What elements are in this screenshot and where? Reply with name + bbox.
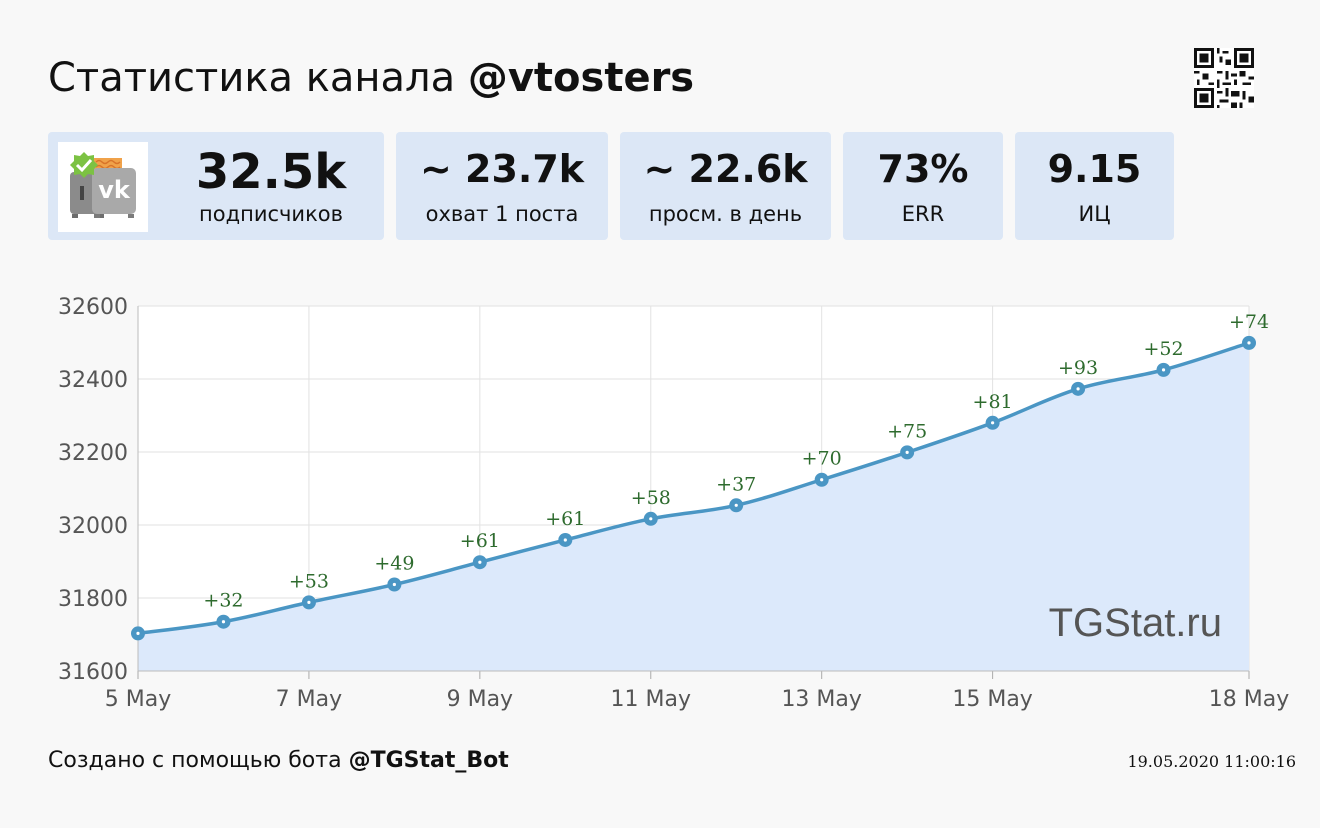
views-label: просм. в день bbox=[648, 202, 803, 226]
data-point-center bbox=[1161, 368, 1166, 372]
data-point-center bbox=[649, 517, 653, 521]
data-label: +93 bbox=[1058, 357, 1098, 379]
x-tick-label: 13 May bbox=[781, 687, 861, 712]
y-tick-label: 32600 bbox=[58, 295, 128, 320]
page-title: Статистика канала @vtosters bbox=[48, 52, 694, 104]
data-label: +52 bbox=[1143, 338, 1183, 360]
data-point-center bbox=[820, 478, 824, 482]
data-point-center bbox=[1247, 341, 1251, 345]
stat-card-reach: ~ 23.7k охват 1 поста bbox=[396, 132, 608, 240]
x-tick-label: 18 May bbox=[1209, 687, 1289, 712]
data-point-center bbox=[478, 560, 482, 564]
data-label: +81 bbox=[973, 391, 1013, 413]
data-point-center bbox=[734, 503, 738, 507]
data-point-center bbox=[905, 450, 909, 454]
y-tick-label: 32400 bbox=[58, 368, 128, 393]
subscribers-chart: 31600 31800 32000 32200 32400 32600 5 May 7 May… bbox=[58, 295, 1289, 712]
title-prefix: Статистика канала bbox=[48, 55, 468, 101]
data-label: +58 bbox=[631, 487, 671, 509]
data-label: +37 bbox=[716, 473, 756, 495]
stat-card-ci: 9.15 ИЦ bbox=[1015, 132, 1174, 240]
err-value: 73% bbox=[877, 147, 969, 191]
x-tick-label: 11 May bbox=[611, 687, 691, 712]
ci-label: ИЦ bbox=[1078, 202, 1111, 226]
x-tick-label: 5 May bbox=[105, 687, 171, 712]
svg-text:vk: vk bbox=[98, 176, 131, 204]
x-tick-label: 15 May bbox=[952, 687, 1032, 712]
err-label: ERR bbox=[901, 202, 945, 226]
reach-value: ~ 23.7k bbox=[419, 147, 585, 191]
generated-timestamp: 19.05.2020 11:00:16 bbox=[1127, 752, 1296, 771]
data-point-center bbox=[1076, 387, 1080, 391]
data-point-center bbox=[136, 631, 140, 636]
data-label: +75 bbox=[887, 420, 927, 442]
stat-card-subscribers: vk 32.5k подписчиков bbox=[48, 132, 384, 240]
area-fill bbox=[138, 342, 1249, 671]
data-label: +70 bbox=[802, 448, 842, 470]
y-tick-label: 31600 bbox=[58, 660, 128, 685]
data-point-center bbox=[392, 582, 396, 587]
watermark: TGStat.ru bbox=[1049, 601, 1222, 645]
views-value: ~ 22.6k bbox=[643, 147, 808, 191]
stat-card-err: 73% ERR bbox=[843, 132, 1003, 240]
data-point-center bbox=[221, 620, 226, 624]
data-label: +61 bbox=[545, 508, 585, 530]
ci-value: 9.15 bbox=[1047, 147, 1142, 191]
data-label: +53 bbox=[289, 570, 329, 592]
data-label: +61 bbox=[460, 530, 500, 552]
y-tick-label: 32200 bbox=[58, 441, 128, 466]
data-label: +32 bbox=[203, 590, 243, 612]
y-tick-label: 31800 bbox=[58, 587, 128, 612]
x-tick-label: 7 May bbox=[276, 687, 342, 712]
channel-handle: @vtosters bbox=[467, 55, 695, 101]
y-tick-label: 32000 bbox=[58, 514, 128, 539]
x-tick-label: 9 May bbox=[447, 687, 513, 712]
bot-handle[interactable]: @TGStat_Bot bbox=[348, 748, 509, 773]
channel-avatar-icon: vk bbox=[58, 142, 148, 232]
footer-credit: Создано с помощью бота @TGStat_Bot bbox=[48, 746, 509, 776]
series-line bbox=[137, 341, 1250, 636]
subscribers-value: 32.5k bbox=[195, 144, 347, 200]
footer-text: Создано с помощью бота bbox=[48, 748, 349, 773]
data-point-center bbox=[991, 421, 995, 425]
reach-label: охват 1 поста bbox=[425, 202, 579, 226]
data-point-center bbox=[563, 538, 567, 542]
data-label: +74 bbox=[1229, 311, 1269, 333]
stat-card-views: ~ 22.6k просм. в день bbox=[620, 132, 831, 240]
subscribers-label: подписчиков bbox=[199, 202, 343, 226]
data-point-center bbox=[307, 600, 311, 604]
qr-code-icon bbox=[1194, 48, 1254, 108]
data-label: +49 bbox=[374, 552, 414, 574]
